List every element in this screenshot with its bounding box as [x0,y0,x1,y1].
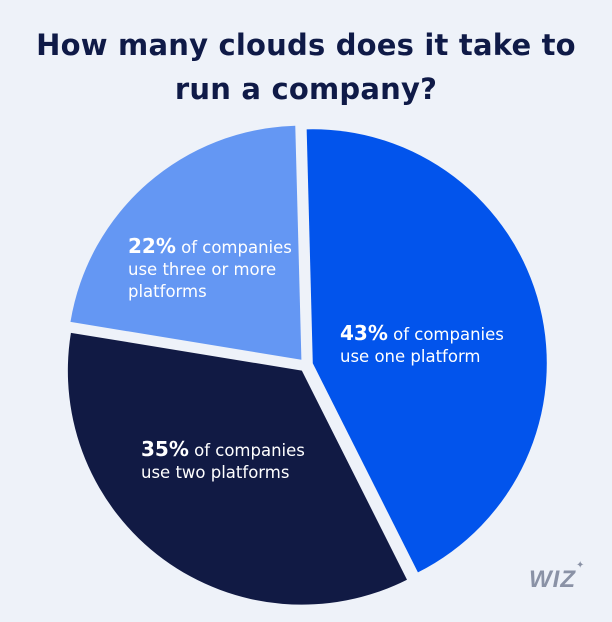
chart-title-line-2: run a company? [174,72,438,106]
slice-percent-35: 35% [141,437,189,461]
pie-slice-43 [306,129,547,573]
sparkle-icon: ✦ [576,560,585,571]
slice-percent-43: 43% [340,321,388,345]
slice-label-35: 35% of companies use two platforms [141,437,305,482]
slice-label-43: 43% of companies use one platform [340,321,504,366]
pie-slice-35 [67,332,407,605]
slice-percent-22: 22% [128,234,176,258]
wiz-logo: WIZ [529,566,576,593]
chart-title-line-1: How many clouds does it take to [36,28,576,62]
pie-slice-22 [70,125,302,360]
slice-label-22: 22% of companies use three or more platfor… [128,234,292,301]
